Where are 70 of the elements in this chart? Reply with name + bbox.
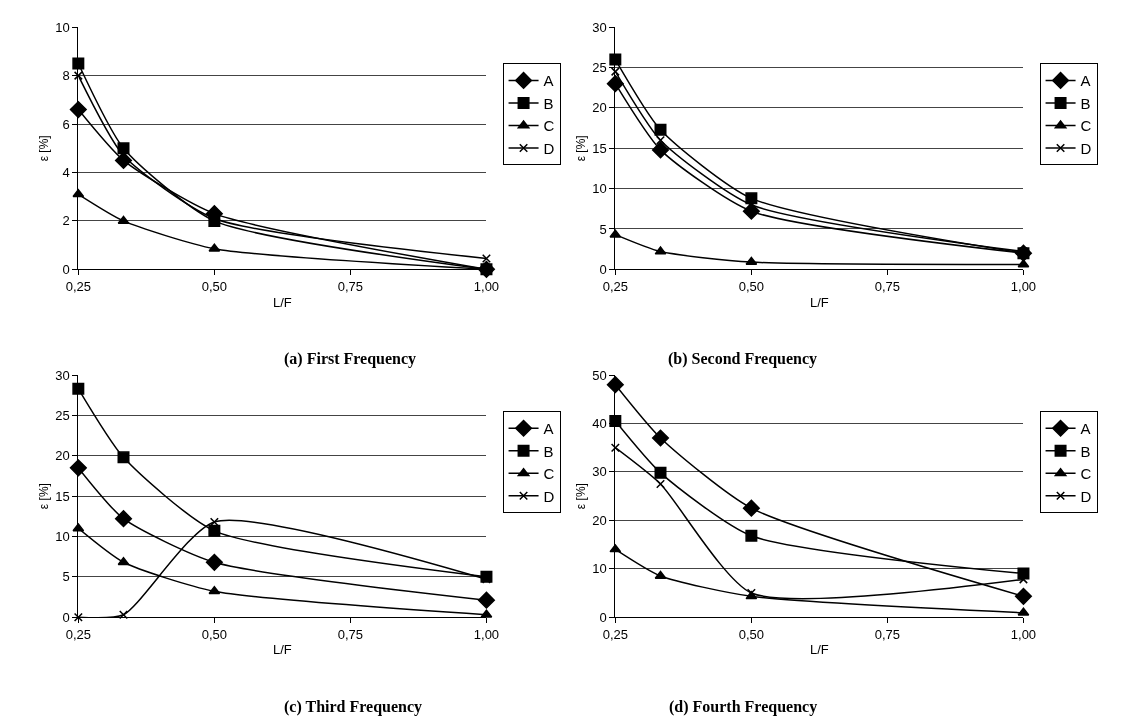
y-tick-label: 10	[55, 19, 70, 35]
x-tick-label: 1,00	[473, 626, 500, 642]
x-tick-label: 1,00	[1010, 626, 1037, 642]
legend-label: C	[543, 465, 555, 483]
legend-label: C	[543, 117, 555, 135]
text: (d) Fourth Frequency	[669, 698, 818, 716]
legend-label: D	[543, 139, 555, 157]
y-tick-label: 30	[592, 19, 607, 35]
x-tick-label: 0,50	[201, 278, 228, 294]
x-axis-title: L/F	[272, 294, 292, 310]
y-tick-label: 6	[62, 116, 70, 132]
x-tick-label: 0,75	[337, 626, 364, 642]
y-tick-label: 0	[62, 261, 70, 277]
y-tick-label: 30	[55, 367, 70, 383]
y-tick-label: 2	[62, 213, 70, 229]
legend-label: C	[1080, 465, 1092, 483]
y-tick-label: 25	[592, 60, 607, 76]
legend-label: D	[1080, 139, 1092, 157]
legend-label: D	[1080, 487, 1092, 505]
text: (b) Second Frequency	[668, 350, 818, 368]
x-axis-title: L/F	[809, 294, 829, 310]
x-axis-title: L/F	[272, 642, 292, 658]
x-tick-label: 0,75	[874, 626, 901, 642]
legend-label: B	[1080, 94, 1091, 112]
x-tick-label: 0,25	[602, 626, 628, 642]
y-tick-label: 50	[592, 367, 607, 383]
legend-label: B	[543, 442, 554, 460]
y-tick-label: 20	[592, 512, 607, 528]
x-tick-label: 0,50	[738, 626, 765, 642]
x-tick-label: 0,50	[201, 626, 228, 642]
x-tick-label: 0,25	[65, 626, 91, 642]
y-tick-label: 8	[62, 68, 70, 84]
legend-label: B	[1080, 442, 1091, 460]
y-tick-label: 5	[599, 221, 607, 237]
legend-label: A	[543, 420, 554, 438]
legend-label: C	[1080, 117, 1092, 135]
y-axis-title: ε [%]	[573, 135, 588, 162]
y-tick-label: 40	[592, 416, 607, 432]
y-tick-label: 30	[592, 464, 607, 480]
y-axis-title: ε [%]	[36, 135, 51, 162]
y-axis-title: ε [%]	[36, 483, 51, 510]
legend-label: B	[543, 94, 554, 112]
y-tick-label: 20	[55, 448, 70, 464]
y-axis-title: ε [%]	[573, 483, 588, 510]
x-tick-label: 0,25	[65, 278, 91, 294]
x-tick-label: 1,00	[473, 278, 500, 294]
legend-label: D	[543, 487, 555, 505]
x-tick-label: 0,75	[337, 278, 364, 294]
legend-label: A	[1080, 420, 1091, 438]
y-tick-label: 15	[55, 488, 70, 504]
y-tick-label: 5	[62, 569, 70, 585]
legend-label: A	[543, 72, 554, 90]
x-tick-label: 0,50	[738, 278, 765, 294]
y-tick-label: 10	[592, 561, 607, 577]
text: (c) Third Frequency	[284, 698, 423, 716]
text: (a) First Frequency	[284, 350, 417, 368]
x-axis-title: L/F	[809, 642, 829, 658]
y-tick-label: 4	[62, 165, 70, 181]
y-tick-label: 10	[592, 181, 607, 197]
x-tick-label: 0,25	[602, 278, 628, 294]
y-tick-label: 25	[55, 407, 70, 423]
y-tick-label: 0	[599, 609, 607, 625]
y-tick-label: 0	[62, 609, 70, 625]
y-tick-label: 20	[592, 100, 607, 116]
y-tick-label: 0	[599, 261, 607, 277]
x-tick-label: 1,00	[1010, 278, 1037, 294]
legend-label: A	[1080, 72, 1091, 90]
y-tick-label: 15	[592, 140, 607, 156]
x-tick-label: 0,75	[874, 278, 901, 294]
y-tick-label: 10	[55, 529, 70, 545]
